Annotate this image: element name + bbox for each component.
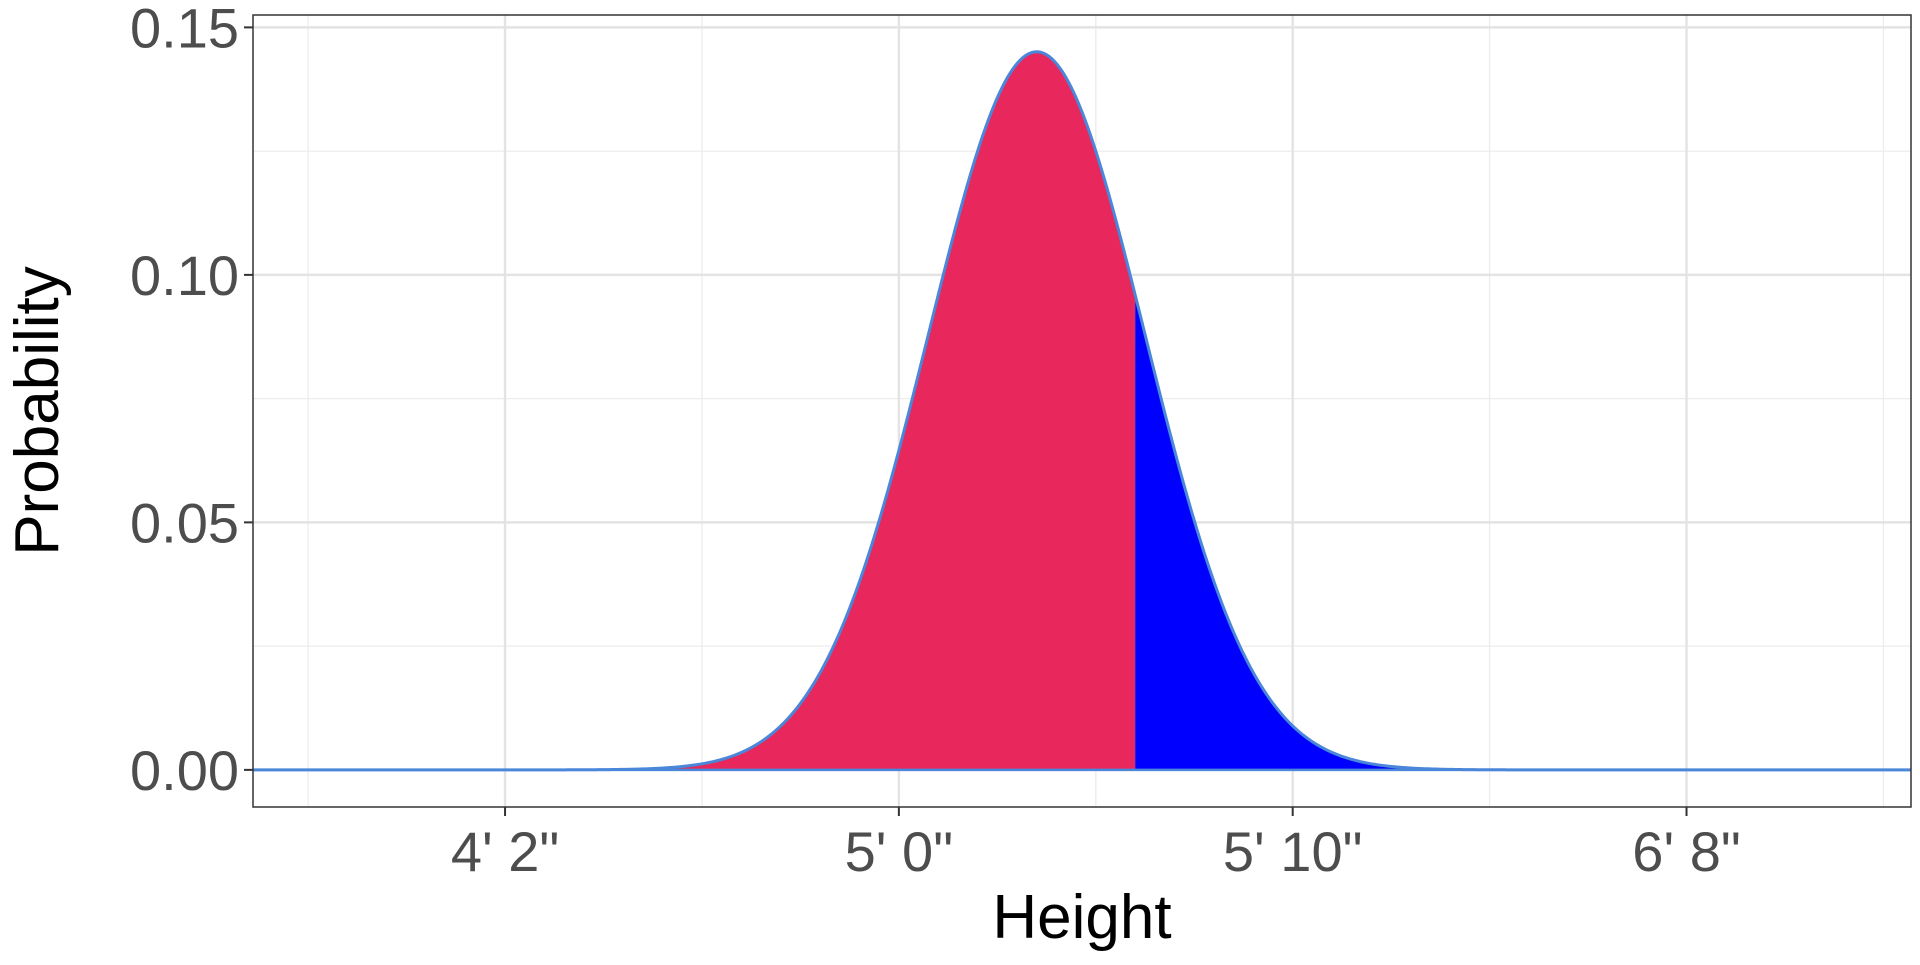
x-tick-label: 5' 0" (845, 820, 953, 883)
x-tick-label: 5' 10" (1223, 820, 1363, 883)
area-segment-1 (253, 51, 1136, 770)
x-axis-title: Height (992, 883, 1171, 952)
x-axis: 4' 2" 5' 0" 5' 10" 6' 8" (451, 807, 1741, 883)
y-axis-title: Probability (3, 266, 72, 555)
y-tick-label: 0.10 (130, 244, 239, 307)
x-tick-label: 6' 8" (1632, 820, 1740, 883)
y-tick-label: 0.05 (130, 491, 239, 554)
area-segment-2 (1135, 294, 1911, 770)
x-tick-label: 4' 2" (451, 820, 559, 883)
density-curve (253, 50, 1911, 772)
y-tick-label: 0.15 (130, 0, 239, 59)
y-tick-label: 0.00 (130, 739, 239, 802)
plot-border (252, 14, 1912, 808)
areas (253, 51, 1911, 770)
y-axis: 0.00 0.05 0.10 0.15 (130, 0, 253, 802)
